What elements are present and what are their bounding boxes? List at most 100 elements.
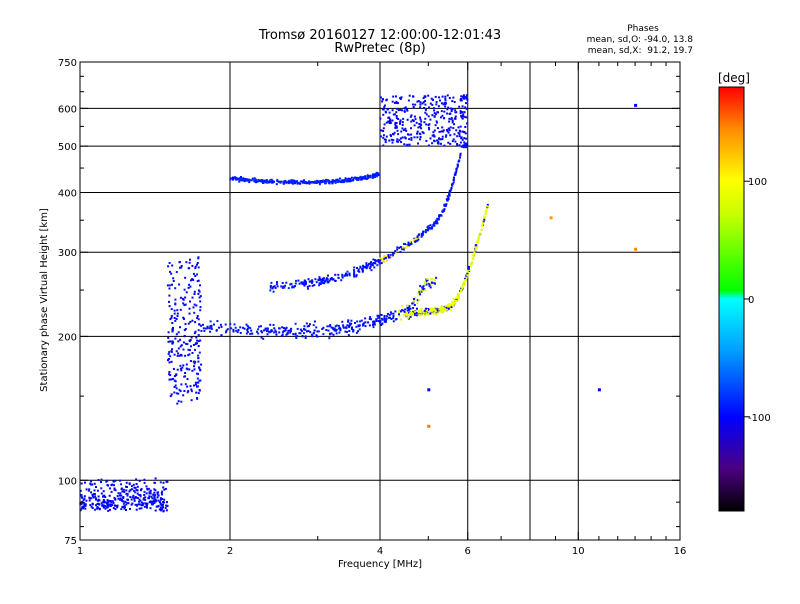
echo-point xyxy=(196,317,199,319)
echo-point xyxy=(199,368,202,371)
echo-point xyxy=(432,278,435,281)
echo-point xyxy=(391,100,394,103)
echo-point xyxy=(355,274,358,277)
echo-point xyxy=(210,325,213,328)
echo-point xyxy=(102,506,105,509)
echo-point xyxy=(348,322,351,325)
echo-point xyxy=(444,308,447,311)
echo-point xyxy=(129,507,131,510)
echo-point xyxy=(143,494,146,496)
colorbar-gradient xyxy=(718,86,745,512)
echo-point xyxy=(405,129,408,132)
echo-point xyxy=(109,487,111,490)
echo-point xyxy=(466,272,469,275)
echo-point xyxy=(107,501,110,504)
echo-point xyxy=(179,308,182,311)
echo-point xyxy=(107,503,110,506)
echo-point xyxy=(94,508,97,511)
echo-point xyxy=(117,492,120,495)
echo-point xyxy=(393,113,396,116)
echo-point xyxy=(197,354,200,357)
echo-point xyxy=(301,181,304,184)
echo-point xyxy=(352,178,355,181)
echo-point xyxy=(427,227,430,230)
echo-point xyxy=(485,210,488,213)
echo-point xyxy=(163,488,166,491)
echo-point xyxy=(110,501,113,504)
echo-point xyxy=(414,312,416,315)
echo-point xyxy=(101,501,104,504)
echo-point xyxy=(374,259,377,262)
echo-point xyxy=(119,498,122,501)
echo-point xyxy=(382,98,384,101)
echo-point xyxy=(192,360,195,363)
echo-point xyxy=(157,491,160,494)
echo-point xyxy=(486,207,489,210)
echo-point xyxy=(138,507,141,510)
echo-point xyxy=(387,116,390,119)
echo-point xyxy=(284,327,287,330)
echo-point xyxy=(444,102,447,104)
echo-point xyxy=(164,506,167,509)
echo-point xyxy=(346,180,349,183)
echo-point xyxy=(265,179,268,182)
echo-point xyxy=(234,178,237,181)
echo-point xyxy=(395,100,398,103)
echo-point xyxy=(437,311,439,314)
echo-point xyxy=(356,267,358,269)
echo-point xyxy=(421,286,424,289)
echo-point xyxy=(91,495,94,498)
echo-point xyxy=(416,100,419,103)
echo-point xyxy=(289,283,292,286)
echo-point xyxy=(136,492,139,495)
echo-point xyxy=(304,279,307,282)
echo-point xyxy=(334,279,337,282)
echo-point xyxy=(175,350,178,353)
echo-point xyxy=(395,318,398,321)
echo-point xyxy=(122,500,125,503)
echo-point xyxy=(191,352,194,354)
echo-point xyxy=(295,337,298,339)
echo-point xyxy=(423,121,426,124)
echo-point xyxy=(318,180,321,183)
echo-point xyxy=(79,509,82,512)
echo-point xyxy=(191,264,194,267)
echo-point xyxy=(379,117,382,120)
echo-point xyxy=(436,142,439,145)
echo-point xyxy=(194,348,196,351)
echo-point xyxy=(410,133,413,136)
echo-point xyxy=(89,504,92,507)
echo-point xyxy=(95,486,97,488)
echo-point xyxy=(314,180,317,183)
echo-point xyxy=(304,281,307,284)
isolated-echo-point xyxy=(427,424,431,428)
echo-point xyxy=(136,503,139,506)
echo-point xyxy=(180,369,183,372)
echo-point xyxy=(390,255,393,258)
echo-point xyxy=(166,501,168,504)
echo-point xyxy=(362,176,365,179)
echo-point xyxy=(424,111,427,114)
echo-point xyxy=(457,294,460,297)
echo-point xyxy=(336,180,339,183)
echo-point xyxy=(459,110,462,113)
echo-point xyxy=(153,502,156,504)
echo-point xyxy=(426,277,429,280)
echo-point xyxy=(450,117,453,120)
echo-point xyxy=(140,501,143,504)
echo-point xyxy=(424,282,427,285)
echo-point xyxy=(378,261,381,264)
echo-point xyxy=(461,95,464,98)
echo-point xyxy=(466,122,469,125)
echo-point xyxy=(379,96,382,99)
echo-point xyxy=(163,498,166,501)
echo-point xyxy=(318,276,321,279)
echo-point xyxy=(106,499,109,502)
echo-point xyxy=(126,493,129,496)
echo-point xyxy=(263,179,266,182)
echo-point xyxy=(315,181,318,184)
echo-point xyxy=(446,195,449,198)
echo-point xyxy=(327,329,330,332)
echo-point xyxy=(418,314,421,316)
echo-point xyxy=(387,254,390,256)
